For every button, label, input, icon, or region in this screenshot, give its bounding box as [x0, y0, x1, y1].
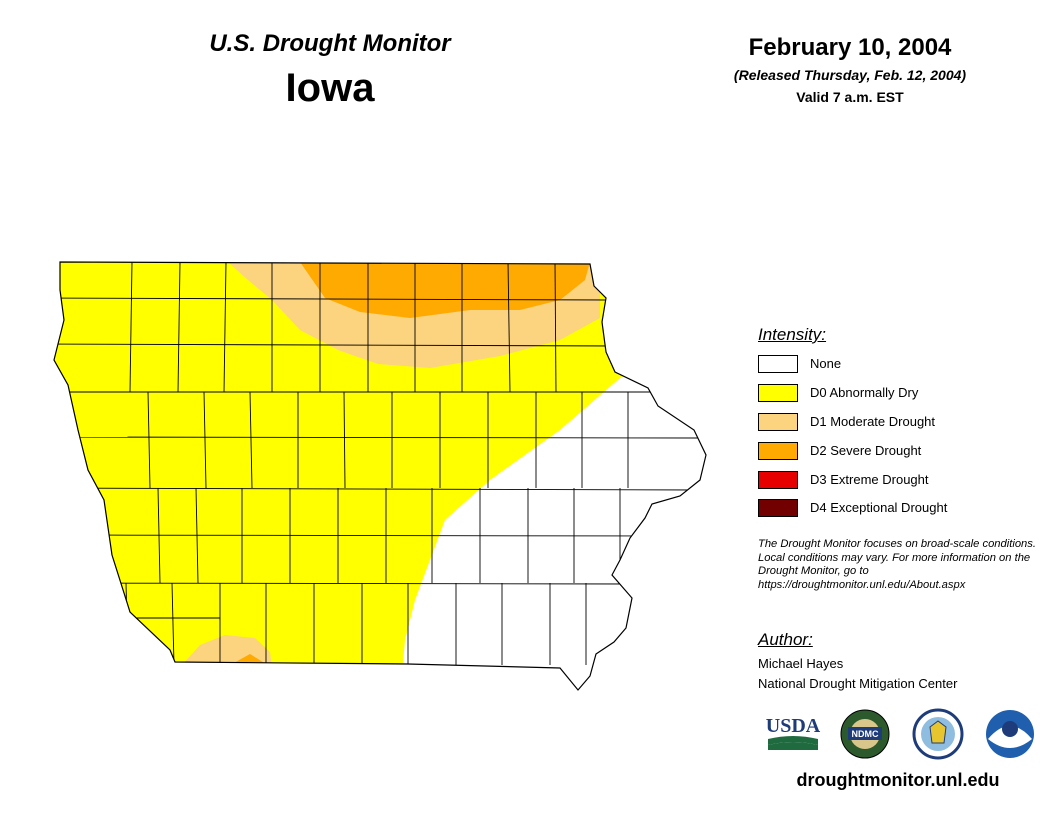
valid-time: Valid 7 a.m. EST	[796, 89, 904, 105]
author-name: Michael Hayes	[758, 656, 844, 671]
map-title: U.S. Drought Monitor	[209, 30, 451, 57]
legend-label: D0 Abnormally Dry	[810, 385, 919, 400]
svg-text:NDMC: NDMC	[852, 729, 879, 739]
county-lines	[54, 262, 701, 666]
iowa-drought-map	[53, 261, 707, 691]
usda-logo-icon: USDA	[766, 715, 821, 750]
map-d0-area	[54, 262, 706, 690]
legend-label: D4 Exceptional Drought	[810, 500, 948, 515]
doc-seal-icon	[912, 708, 964, 760]
legend-swatch	[758, 384, 798, 402]
site-url[interactable]: droughtmonitor.unl.edu	[796, 770, 1000, 790]
legend-swatch	[758, 471, 798, 489]
state-name: Iowa	[285, 66, 375, 110]
author-organization: National Drought Mitigation Center	[758, 676, 958, 691]
map-d2-north-area	[300, 262, 590, 318]
legend-label: D1 Moderate Drought	[810, 414, 936, 429]
legend-label: D2 Severe Drought	[810, 443, 922, 458]
iowa-state-outline	[53, 261, 707, 691]
legend-title: Intensity:	[758, 325, 827, 344]
legend-label: D3 Extreme Drought	[810, 472, 929, 487]
disclaimer-text: The Drought Monitor focuses on broad-sca…	[758, 538, 1036, 591]
legend-swatch	[758, 355, 798, 373]
partner-logos: USDA NDMC	[766, 708, 1034, 760]
legend-swatch	[758, 413, 798, 431]
svg-text:USDA: USDA	[766, 715, 821, 737]
legend-label: None	[810, 356, 842, 371]
ndmc-logo-icon: NDMC	[840, 709, 890, 759]
author-title: Author:	[758, 630, 813, 649]
noaa-logo-icon	[986, 710, 1034, 758]
legend-swatch	[758, 499, 798, 517]
release-date: (Released Thursday, Feb. 12, 2004)	[733, 67, 967, 83]
map-date: February 10, 2004	[748, 34, 952, 61]
legend-swatch	[758, 442, 798, 460]
map-d2-south-area	[232, 654, 266, 664]
